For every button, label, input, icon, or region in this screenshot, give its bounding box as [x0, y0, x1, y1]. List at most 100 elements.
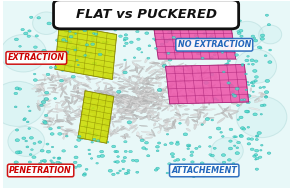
Ellipse shape	[134, 97, 137, 104]
Ellipse shape	[93, 134, 98, 137]
Ellipse shape	[237, 141, 240, 144]
Ellipse shape	[83, 173, 86, 175]
Ellipse shape	[100, 154, 104, 157]
Ellipse shape	[33, 46, 37, 48]
Ellipse shape	[47, 77, 51, 81]
Ellipse shape	[90, 53, 92, 54]
Ellipse shape	[85, 96, 97, 98]
Ellipse shape	[132, 105, 137, 106]
Ellipse shape	[131, 109, 136, 112]
Ellipse shape	[247, 126, 250, 128]
Ellipse shape	[141, 96, 146, 99]
Ellipse shape	[214, 112, 224, 115]
Ellipse shape	[247, 55, 249, 57]
Ellipse shape	[116, 108, 125, 113]
Ellipse shape	[265, 79, 269, 82]
Ellipse shape	[128, 124, 137, 129]
Ellipse shape	[248, 64, 250, 65]
Ellipse shape	[225, 63, 228, 66]
Ellipse shape	[72, 83, 79, 90]
Ellipse shape	[145, 106, 154, 108]
Ellipse shape	[170, 76, 174, 77]
Ellipse shape	[186, 80, 190, 83]
Ellipse shape	[126, 109, 137, 111]
Ellipse shape	[180, 80, 191, 82]
Ellipse shape	[210, 57, 213, 58]
Ellipse shape	[153, 123, 156, 126]
Ellipse shape	[162, 67, 165, 75]
Ellipse shape	[154, 103, 163, 106]
Ellipse shape	[53, 74, 56, 81]
Ellipse shape	[124, 59, 126, 61]
Ellipse shape	[60, 174, 64, 176]
Ellipse shape	[65, 119, 76, 122]
Ellipse shape	[45, 91, 49, 94]
Ellipse shape	[118, 109, 130, 113]
Ellipse shape	[239, 20, 242, 22]
Ellipse shape	[213, 147, 216, 149]
Ellipse shape	[160, 43, 164, 45]
Ellipse shape	[129, 125, 137, 129]
Ellipse shape	[119, 108, 129, 110]
Ellipse shape	[105, 71, 111, 78]
Ellipse shape	[207, 166, 211, 168]
Ellipse shape	[72, 46, 76, 49]
Ellipse shape	[144, 93, 155, 98]
Ellipse shape	[127, 112, 131, 115]
Ellipse shape	[194, 41, 198, 44]
Ellipse shape	[250, 59, 254, 62]
Ellipse shape	[65, 110, 71, 112]
Text: FLAT vs PUCKERED: FLAT vs PUCKERED	[76, 8, 217, 21]
Ellipse shape	[146, 114, 154, 118]
Ellipse shape	[123, 77, 130, 82]
Ellipse shape	[157, 77, 165, 79]
Ellipse shape	[258, 96, 260, 101]
Ellipse shape	[148, 110, 154, 112]
Ellipse shape	[150, 98, 157, 99]
Ellipse shape	[120, 96, 126, 101]
Ellipse shape	[93, 138, 96, 140]
Ellipse shape	[162, 62, 166, 64]
Ellipse shape	[115, 93, 120, 97]
Ellipse shape	[139, 93, 144, 95]
Ellipse shape	[247, 138, 251, 140]
Ellipse shape	[78, 42, 80, 44]
Ellipse shape	[55, 102, 61, 103]
Ellipse shape	[153, 119, 162, 120]
Ellipse shape	[172, 71, 179, 73]
Ellipse shape	[59, 75, 67, 77]
Ellipse shape	[166, 28, 169, 30]
Ellipse shape	[101, 122, 103, 126]
Ellipse shape	[145, 94, 148, 98]
Ellipse shape	[92, 92, 95, 96]
Ellipse shape	[136, 78, 146, 81]
Ellipse shape	[185, 38, 188, 40]
Ellipse shape	[116, 151, 119, 153]
Ellipse shape	[217, 117, 225, 123]
Ellipse shape	[253, 155, 256, 157]
Ellipse shape	[211, 94, 218, 98]
Ellipse shape	[174, 63, 184, 68]
Ellipse shape	[147, 100, 150, 105]
Ellipse shape	[97, 103, 105, 105]
Ellipse shape	[114, 120, 119, 122]
Ellipse shape	[136, 98, 143, 103]
Ellipse shape	[118, 96, 123, 101]
Ellipse shape	[149, 88, 151, 94]
Ellipse shape	[170, 67, 177, 68]
Ellipse shape	[142, 94, 147, 95]
Ellipse shape	[242, 39, 246, 42]
Ellipse shape	[26, 121, 29, 123]
Ellipse shape	[155, 47, 157, 49]
Ellipse shape	[220, 83, 227, 85]
Ellipse shape	[160, 124, 161, 131]
Ellipse shape	[84, 106, 88, 109]
Ellipse shape	[188, 98, 200, 100]
Ellipse shape	[17, 174, 19, 176]
Ellipse shape	[91, 92, 96, 99]
Ellipse shape	[88, 102, 92, 106]
Ellipse shape	[126, 102, 130, 103]
Ellipse shape	[131, 99, 133, 104]
Ellipse shape	[15, 87, 19, 90]
Ellipse shape	[63, 132, 65, 140]
